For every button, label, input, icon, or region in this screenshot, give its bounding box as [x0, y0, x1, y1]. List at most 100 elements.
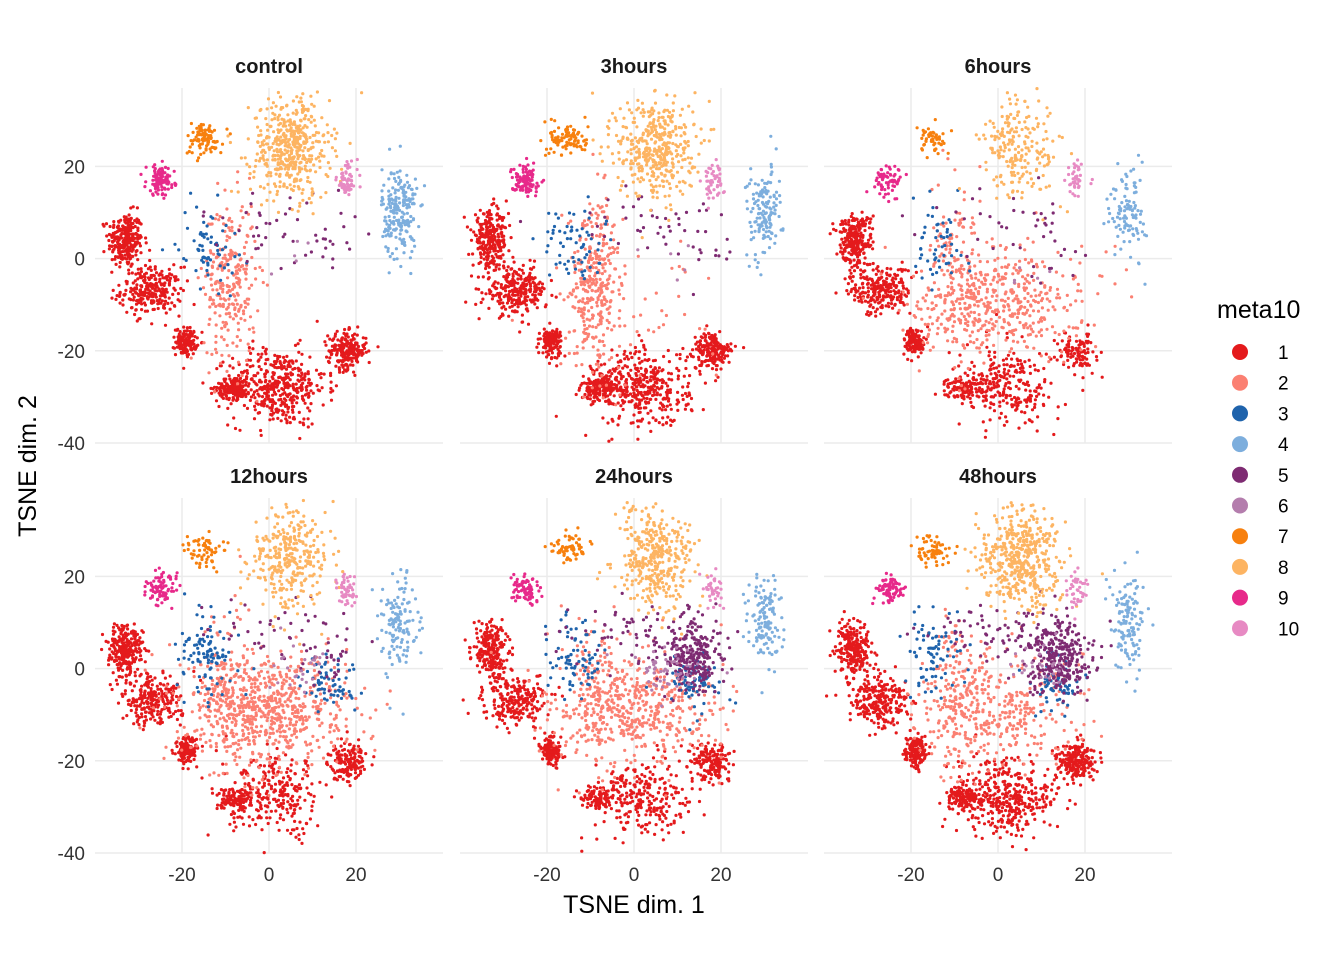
point-cluster-1	[669, 423, 673, 427]
point-cluster-1	[136, 267, 140, 271]
point-cluster-1	[232, 385, 237, 389]
point-cluster-2	[218, 314, 222, 318]
point-cluster-1	[701, 408, 705, 412]
point-cluster-1	[238, 376, 243, 380]
point-cluster-1	[117, 236, 121, 240]
point-cluster-1	[662, 404, 666, 408]
point-cluster-3	[206, 256, 210, 260]
point-cluster-7	[189, 121, 193, 126]
point-cluster-8	[261, 156, 265, 160]
point-cluster-2	[618, 393, 622, 397]
point-cluster-8	[301, 92, 305, 96]
point-cluster-4	[402, 185, 406, 189]
point-cluster-2	[237, 309, 241, 313]
point-cluster-1	[524, 279, 528, 283]
point-cluster-2	[253, 239, 257, 243]
point-cluster-1	[299, 378, 304, 382]
point-cluster-1	[306, 425, 310, 429]
point-cluster-1	[655, 391, 659, 395]
point-cluster-8	[308, 168, 312, 172]
point-cluster-1	[276, 410, 280, 414]
point-cluster-8	[326, 161, 330, 165]
point-cluster-2	[601, 237, 606, 242]
point-cluster-1	[554, 414, 558, 418]
point-cluster-1	[523, 299, 527, 303]
point-cluster-1	[124, 288, 128, 292]
point-cluster-1	[177, 314, 181, 318]
point-cluster-3	[563, 231, 567, 235]
point-cluster-1	[240, 394, 244, 399]
point-cluster-1	[323, 340, 327, 344]
point-cluster-1	[276, 416, 280, 420]
point-cluster-1	[637, 390, 641, 395]
point-cluster-9	[159, 173, 163, 177]
point-cluster-1	[222, 378, 227, 382]
point-cluster-1	[506, 272, 510, 276]
point-cluster-8	[281, 162, 285, 166]
point-cluster-1	[486, 231, 490, 235]
point-cluster-1	[630, 399, 634, 403]
point-cluster-1	[125, 240, 129, 244]
point-cluster-1	[182, 325, 186, 329]
point-cluster-1	[686, 381, 691, 385]
point-cluster-2	[245, 297, 249, 301]
point-cluster-1	[361, 336, 365, 340]
point-cluster-1	[705, 324, 709, 328]
point-cluster-1	[161, 282, 165, 286]
point-cluster-1	[235, 391, 239, 395]
point-cluster-4	[745, 207, 749, 211]
point-cluster-2	[236, 321, 240, 325]
point-cluster-4	[405, 206, 409, 210]
point-cluster-1	[558, 330, 562, 334]
point-cluster-1	[334, 384, 338, 388]
point-cluster-2	[225, 238, 229, 242]
point-cluster-8	[304, 137, 309, 141]
point-cluster-1	[139, 270, 143, 274]
point-cluster-1	[173, 279, 177, 283]
point-cluster-3	[580, 227, 584, 231]
point-cluster-3	[206, 273, 210, 277]
point-cluster-1	[491, 256, 495, 260]
point-cluster-4	[388, 199, 392, 203]
point-cluster-1	[301, 398, 305, 402]
point-cluster-9	[151, 165, 155, 169]
point-cluster-1	[595, 381, 599, 385]
point-cluster-2	[608, 274, 612, 278]
point-cluster-1	[193, 347, 197, 351]
point-cluster-1	[308, 383, 312, 387]
point-cluster-1	[721, 360, 725, 364]
point-cluster-4	[401, 203, 405, 208]
point-cluster-1	[300, 352, 304, 356]
point-cluster-1	[505, 279, 509, 283]
facet-panel-control: control	[95, 56, 443, 444]
point-cluster-1	[638, 401, 642, 405]
point-cluster-5	[691, 292, 695, 297]
point-cluster-2	[605, 307, 609, 311]
point-cluster-1	[114, 262, 118, 266]
point-cluster-1	[662, 354, 666, 359]
point-cluster-5	[590, 233, 594, 237]
point-cluster-1	[630, 355, 634, 360]
point-cluster-8	[618, 107, 622, 111]
point-cluster-1	[187, 333, 191, 337]
point-cluster-1	[618, 370, 622, 374]
point-cluster-2	[245, 233, 249, 237]
point-cluster-8	[611, 161, 615, 165]
point-cluster-1	[259, 433, 263, 437]
point-cluster-1	[176, 335, 180, 339]
point-cluster-3	[216, 193, 220, 197]
point-cluster-1	[148, 258, 152, 263]
point-cluster-7	[571, 128, 576, 132]
point-cluster-1	[172, 263, 176, 267]
point-cluster-4	[769, 134, 773, 138]
point-cluster-5	[283, 232, 287, 236]
point-cluster-2	[250, 283, 254, 287]
point-cluster-1	[258, 378, 262, 382]
point-cluster-1	[171, 292, 175, 296]
point-cluster-4	[400, 215, 404, 219]
point-cluster-1	[141, 291, 146, 295]
point-cluster-2	[660, 309, 664, 313]
point-cluster-2	[623, 324, 627, 328]
point-cluster-4	[387, 202, 391, 206]
